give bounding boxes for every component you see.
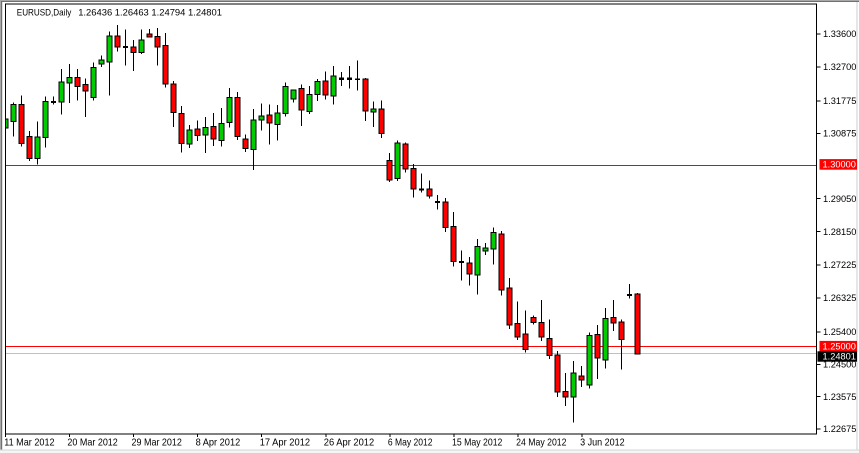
svg-text:3 Jun 2012: 3 Jun 2012: [580, 438, 625, 449]
svg-text:1.25000: 1.25000: [823, 341, 856, 351]
svg-text:1.29050: 1.29050: [823, 194, 856, 204]
svg-text:1.33600: 1.33600: [823, 29, 856, 39]
svg-text:20 Mar 2012: 20 Mar 2012: [67, 438, 118, 449]
svg-text:1.24801: 1.24801: [823, 352, 856, 362]
svg-text:1.22675: 1.22675: [823, 424, 856, 434]
svg-text:17 Apr 2012: 17 Apr 2012: [260, 438, 311, 449]
svg-text:26 Apr 2012: 26 Apr 2012: [324, 438, 375, 449]
svg-text:8 Apr 2012: 8 Apr 2012: [196, 438, 241, 449]
svg-text:1.31775: 1.31775: [823, 96, 856, 106]
svg-text:1.26436 1.26463 1.24794 1.2480: 1.26436 1.26463 1.24794 1.24801: [78, 7, 222, 18]
svg-text:1.24500: 1.24500: [823, 360, 856, 370]
svg-text:EURUSD,Daily: EURUSD,Daily: [17, 7, 72, 18]
svg-text:1.25400: 1.25400: [823, 327, 856, 337]
svg-text:15 May 2012: 15 May 2012: [452, 438, 503, 449]
svg-text:1.30875: 1.30875: [823, 129, 856, 139]
svg-text:1.27225: 1.27225: [823, 260, 856, 270]
svg-text:1.32700: 1.32700: [823, 62, 856, 72]
svg-text:1.28150: 1.28150: [823, 227, 856, 237]
svg-text:29 Mar 2012: 29 Mar 2012: [132, 438, 183, 449]
svg-text:1.30000: 1.30000: [823, 160, 856, 170]
svg-text:1.23575: 1.23575: [823, 392, 856, 402]
svg-text:24 May 2012: 24 May 2012: [516, 438, 567, 449]
svg-text:11 Mar 2012: 11 Mar 2012: [4, 438, 55, 449]
svg-text:1.26325: 1.26325: [823, 293, 856, 303]
svg-text:6 May 2012: 6 May 2012: [388, 438, 433, 449]
